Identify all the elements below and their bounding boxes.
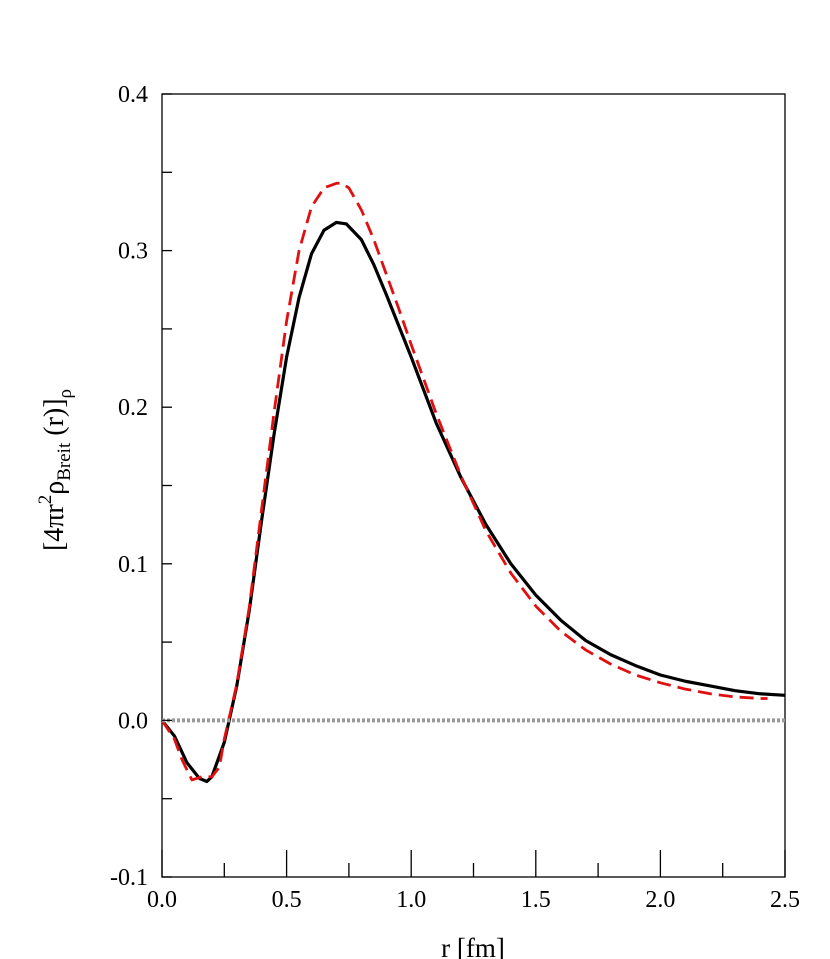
y-tick-label-1: 0.0 [118, 708, 148, 734]
y-title-sub2: ρ [55, 389, 76, 398]
ticks-layer [161, 93, 786, 878]
x-tick-label-5: 2.5 [770, 887, 800, 913]
x-tick-label-0: 0.0 [147, 887, 177, 913]
y-tick-label-3: 0.2 [118, 395, 148, 421]
y-title-sup: 2 [35, 495, 56, 505]
x-tick-label-2: 1.0 [396, 887, 426, 913]
y-title-lead: [4πr [39, 504, 70, 551]
svg-text:[4πr2ρBreit (r)]ρ: [4πr2ρBreit (r)]ρ [35, 389, 76, 551]
x-tick-label-3: 1.5 [521, 887, 551, 913]
x-axis-title: r [fm] [441, 933, 505, 959]
y-title-sub: Breit [54, 442, 75, 481]
y-axis-title: [4πr2ρBreit (r)]ρ [35, 389, 76, 551]
plot-area [161, 93, 786, 878]
x-tick-label-4: 2.0 [645, 887, 675, 913]
y-tick-label-4: 0.3 [118, 239, 148, 265]
y-tick-label-2: 0.1 [118, 552, 148, 578]
x-tick-label-1: 0.5 [272, 887, 302, 913]
y-tick-label-5: 0.4 [118, 82, 148, 108]
series-line-1 [160, 220, 786, 784]
y-tick-label-0: -0.1 [110, 865, 148, 891]
y-title-rho: ρ [39, 481, 70, 495]
labels-layer: 0.0 0.5 1.0 1.5 2.0 2.5-0.10.00.10.20.30.4 [110, 82, 800, 913]
plot-frame [161, 93, 786, 878]
y-title-tail: (r)] [39, 398, 70, 442]
series-layer [160, 181, 786, 784]
series-line-2 [160, 181, 768, 782]
